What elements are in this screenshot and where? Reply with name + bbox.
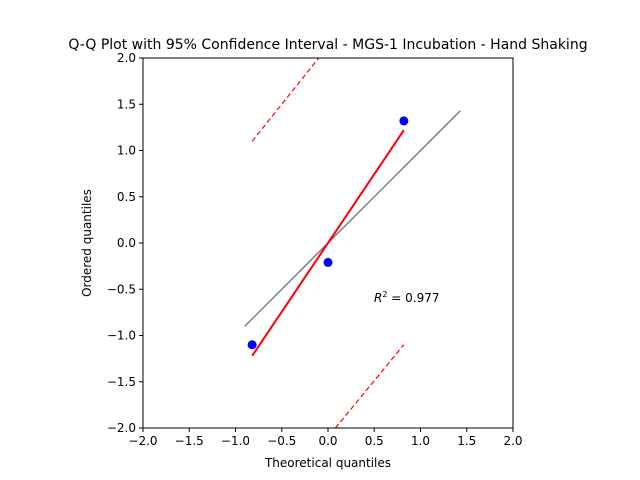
- y-tick-label: 0.5: [117, 190, 136, 204]
- x-tick-label: 1.0: [411, 434, 430, 448]
- y-tick-label: −2.0: [107, 421, 136, 435]
- data-layer: [244, 57, 461, 429]
- data-point: [323, 257, 333, 267]
- annotation-r-squared: R2 = 0.977: [374, 290, 439, 305]
- y-tick-label: −1.0: [107, 329, 136, 343]
- y-tick-label: 1.0: [117, 144, 136, 158]
- x-tick-label: −2.0: [128, 434, 157, 448]
- data-point: [399, 116, 409, 126]
- y-tick-label: 0.0: [117, 236, 136, 250]
- annotation-r-sup: 2: [382, 290, 387, 299]
- ci-lower-line: [334, 344, 405, 429]
- y-tick-label: 1.5: [117, 97, 136, 111]
- fit-line: [251, 129, 405, 357]
- reference-line: [244, 110, 461, 327]
- x-tick-label: 1.5: [457, 434, 476, 448]
- x-tick-label: −1.5: [175, 434, 204, 448]
- x-tick-label: 0.5: [365, 434, 384, 448]
- y-tick-label: −0.5: [107, 282, 136, 296]
- x-tick-label: 2.0: [503, 434, 522, 448]
- annotation-r-base: R: [374, 291, 382, 305]
- data-point: [247, 340, 257, 350]
- chart-title: Q-Q Plot with 95% Confidence Interval - …: [68, 37, 587, 53]
- axes-frame: [142, 57, 514, 429]
- x-tick-label: −1.0: [221, 434, 250, 448]
- ticks-layer: −2.0 −1.5 −1.0 −0.5 0.0 0.5 1.0 1.5 2.0 −2.0 −1.5 −…: [107, 51, 523, 448]
- annotation-r-rest: = 0.977: [387, 291, 439, 305]
- x-tick-label: 0.0: [318, 434, 337, 448]
- y-tick-label: −1.5: [107, 375, 136, 389]
- ci-upper-line: [251, 57, 320, 142]
- x-tick-label: −0.5: [267, 434, 296, 448]
- x-axis-label: Theoretical quantiles: [264, 456, 391, 470]
- y-tick-label: 2.0: [117, 51, 136, 65]
- y-axis-label: Ordered quantiles: [80, 189, 94, 297]
